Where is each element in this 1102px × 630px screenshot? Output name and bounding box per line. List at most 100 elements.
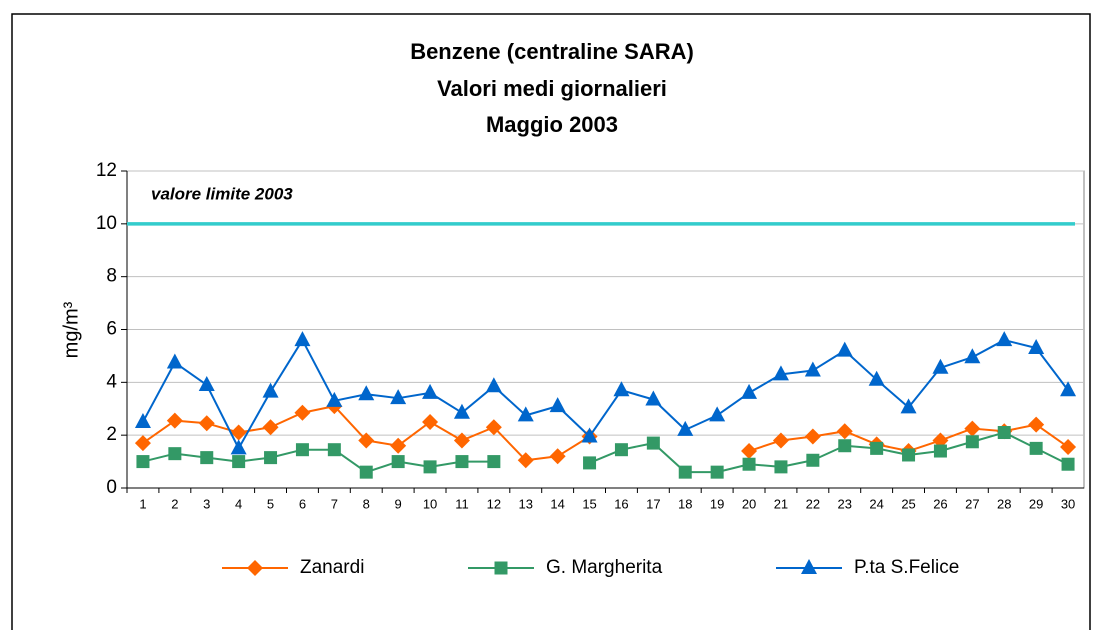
data-point [614,443,628,457]
data-point [198,375,215,391]
x-tick-label: 3 [203,496,210,511]
reference-label: valore limite 2003 [151,184,293,203]
data-point [134,435,151,452]
x-tick-label: 9 [395,496,402,511]
data-point [677,420,694,436]
legend-label: G. Margherita [546,557,663,578]
x-tick-label: 23 [838,496,852,511]
data-point [517,406,534,422]
data-point [166,412,183,429]
x-tick-label: 17 [646,496,660,511]
data-point [772,365,789,381]
data-point [932,358,949,374]
data-point [485,419,502,436]
data-point [870,441,884,455]
x-tick-label: 15 [582,496,596,511]
x-tick-label: 4 [235,496,242,511]
data-point [294,331,311,347]
data-point [741,443,758,460]
y-tick-label: 6 [106,319,117,340]
data-point [487,455,501,469]
chart-title: Maggio 2003 [486,112,618,137]
data-point [390,437,407,454]
data-point [517,452,534,469]
data-point [358,385,375,401]
y-tick-label: 4 [106,371,117,392]
y-tick-label: 8 [106,266,117,287]
data-point [902,448,916,462]
y-tick-label: 10 [96,213,117,234]
x-tick-label: 19 [710,496,724,511]
data-point [900,398,917,414]
data-point [453,403,470,419]
x-tick-label: 21 [774,496,788,511]
data-point [709,406,726,422]
x-tick-label: 28 [997,496,1011,511]
y-tick-label: 2 [106,424,117,445]
data-point [455,455,469,469]
data-point [423,460,437,474]
data-point [836,423,853,440]
data-point [804,361,821,377]
x-tick-label: 8 [363,496,370,511]
legend-marker [247,560,263,576]
x-tick-label: 24 [869,496,883,511]
data-point [932,432,949,449]
x-tick-label: 29 [1029,496,1043,511]
x-tick-label: 22 [806,496,820,511]
data-point [741,383,758,399]
x-tick-label: 20 [742,496,756,511]
data-point [262,382,279,398]
data-point [422,383,439,399]
x-tick-label: 2 [171,496,178,511]
data-point [836,341,853,357]
data-point [230,439,247,455]
data-point [868,370,885,386]
data-point [774,460,788,474]
data-point [581,427,598,443]
x-tick-label: 10 [423,496,437,511]
x-tick-label: 1 [139,496,146,511]
data-point [168,447,182,461]
data-point [1028,338,1045,354]
legend-marker [494,561,508,575]
data-point [549,397,566,413]
y-tick-label: 0 [106,477,117,498]
x-tick-label: 5 [267,496,274,511]
data-point [1028,416,1045,433]
data-point [613,381,630,397]
data-point [359,465,373,479]
data-point [453,432,470,449]
data-point [390,389,407,405]
data-point [134,412,151,428]
data-point [964,348,981,364]
data-point [264,451,278,465]
data-point [166,353,183,369]
data-point [645,390,662,406]
data-point [996,331,1013,347]
data-point [933,444,947,458]
y-axis-label: mg/m³ [60,301,82,358]
data-point [232,455,246,469]
x-tick-label: 7 [331,496,338,511]
data-point [295,443,309,457]
data-point [806,453,820,467]
data-point [485,377,502,393]
legend-label: P.ta S.Felice [854,557,959,578]
data-point [710,465,724,479]
data-point [1061,457,1075,471]
x-tick-label: 26 [933,496,947,511]
data-point [1060,439,1077,456]
series-line [142,339,1069,450]
x-tick-label: 18 [678,496,692,511]
data-point [391,455,405,469]
data-point [772,432,789,449]
x-tick-label: 30 [1061,496,1075,511]
data-point [549,448,566,465]
data-point [742,457,756,471]
data-point [294,404,311,421]
data-point [230,424,247,441]
x-tick-label: 14 [550,496,564,511]
data-point [965,435,979,449]
